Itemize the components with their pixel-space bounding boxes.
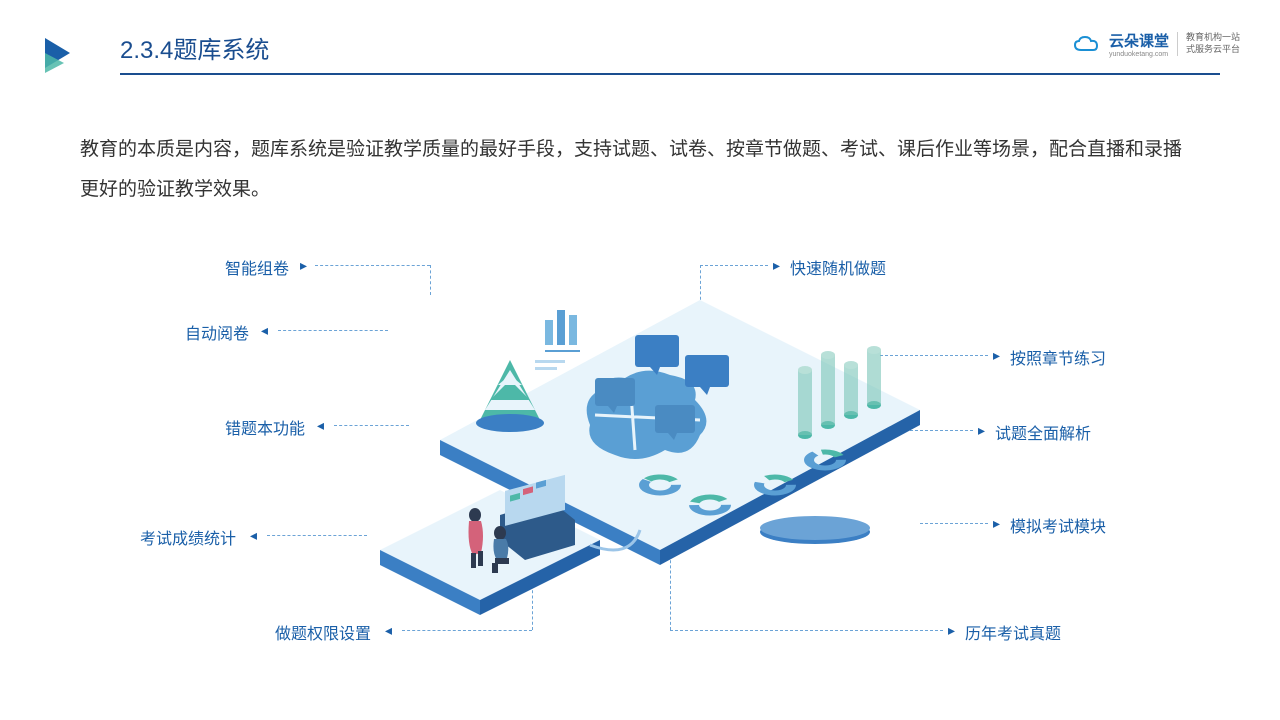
- arrow-icon: ▸: [261, 322, 268, 339]
- section-title: 题库系统: [173, 37, 269, 64]
- arrow-icon: ▸: [250, 527, 257, 544]
- arrow-icon: ▸: [993, 347, 1000, 364]
- section-number: 2.3.4: [120, 37, 173, 64]
- arrow-icon: ▸: [993, 515, 1000, 532]
- label-mock-exam: 模拟考试模块: [1010, 513, 1106, 537]
- arrow-icon: ▸: [317, 417, 324, 434]
- logo-brand: 云朵课堂: [1109, 30, 1169, 51]
- label-score-stats: 考试成绩统计: [140, 525, 236, 549]
- label-smart-compose: 智能组卷: [225, 255, 289, 279]
- label-permission: 做题权限设置: [275, 620, 371, 644]
- logo-domain: yunduoketang.com: [1109, 51, 1169, 58]
- brand-logo: 云朵课堂 yunduoketang.com 教育机构一站 式服务云平台: [1073, 30, 1240, 58]
- cloud-icon: [1073, 34, 1101, 54]
- arrow-icon: ▸: [948, 622, 955, 639]
- section-icon: [40, 33, 80, 73]
- logo-tagline: 教育机构一站 式服务云平台: [1177, 32, 1240, 55]
- arrow-icon: ▸: [978, 422, 985, 439]
- description-text: 教育的本质是内容，题库系统是验证教学质量的最好手段，支持试题、试卷、按章节做题、…: [80, 130, 1200, 210]
- title-underline: [120, 73, 1220, 75]
- connector-line: [278, 330, 388, 331]
- label-full-analysis: 试题全面解析: [995, 420, 1091, 444]
- isometric-illustration: [380, 260, 940, 640]
- label-past-papers: 历年考试真题: [965, 620, 1061, 644]
- feature-diagram: 智能组卷 ▸ 自动阅卷 ▸ 错题本功能 ▸ 考试成绩统计 ▸ 做题权限设置 ▸ …: [0, 230, 1280, 680]
- arrow-icon: ▸: [300, 257, 307, 274]
- connector-line: [267, 535, 367, 536]
- label-auto-grade: 自动阅卷: [185, 320, 249, 344]
- label-wrong-book: 错题本功能: [225, 415, 305, 439]
- label-chapter-practice: 按照章节练习: [1010, 345, 1106, 369]
